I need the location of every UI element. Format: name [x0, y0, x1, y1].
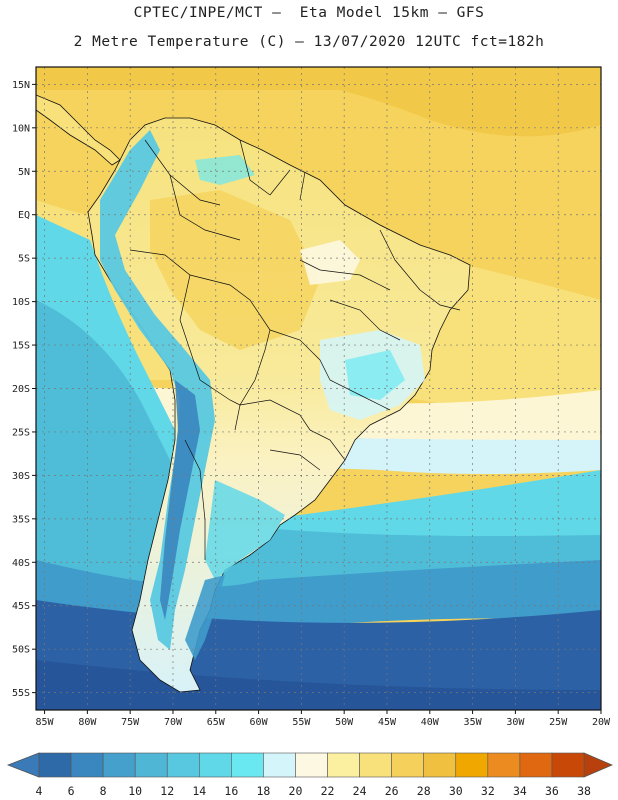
- colorbar-label: 4: [36, 784, 43, 798]
- lon-tick-label: 60W: [250, 717, 269, 728]
- colorbar-label: 16: [224, 784, 238, 798]
- colorbar-label: 14: [192, 784, 206, 798]
- lon-tick-label: 35W: [464, 717, 483, 728]
- country-borders: [129, 139, 461, 560]
- lat-tick-label: 10N: [12, 123, 30, 134]
- lon-tick-label: 30W: [506, 717, 525, 728]
- colorbar-swatch: [327, 752, 360, 778]
- lon-tick-label: 25W: [549, 717, 568, 728]
- lon-tick-label: 45W: [378, 717, 397, 728]
- lat-tick-label: 10S: [12, 297, 30, 308]
- lon-tick-label: 20W: [592, 717, 611, 728]
- colorbar-label: 34: [513, 784, 527, 798]
- lat-tick-label: 20S: [12, 384, 30, 395]
- lon-tick-label: 40W: [421, 717, 440, 728]
- colorbar-swatch: [551, 752, 585, 778]
- lon-tick-label: 85W: [36, 717, 55, 728]
- lat-tick-label: 5S: [18, 254, 30, 265]
- colorbar-swatch: [231, 752, 264, 778]
- lon-tick-label: 50W: [335, 717, 354, 728]
- colorbar-swatch: [423, 752, 457, 778]
- lon-tick-label: 75W: [121, 717, 140, 728]
- colorbar-swatch: [359, 752, 392, 778]
- lat-tick-label: 35S: [12, 514, 30, 525]
- colorbar-low-arrow: [6, 752, 40, 778]
- lat-tick-label: EQ: [18, 210, 30, 221]
- colorbar-label: 12: [160, 784, 174, 798]
- lat-tick-label: 15S: [12, 341, 30, 352]
- colorbar-swatch: [519, 752, 553, 778]
- lon-tick-label: 65W: [207, 717, 226, 728]
- lat-tick-label: 30S: [12, 471, 30, 482]
- lon-tick-label: 70W: [164, 717, 183, 728]
- lat-tick-label: 25S: [12, 427, 30, 438]
- lon-tick-label: 80W: [78, 717, 97, 728]
- lat-tick-label: 55S: [12, 688, 30, 699]
- colorbar: 4 6 8 10 12 14 16 18 20 22 24 26 28 30 32 34 36 38: [6, 752, 614, 798]
- colorbar-swatch: [70, 752, 104, 778]
- chart-title-line-2: 2 Metre Temperature (C) – 13/07/2020 12U…: [73, 34, 545, 50]
- lat-tick-label: 50S: [12, 645, 30, 656]
- colorbar-swatch: [102, 752, 136, 778]
- colorbar-label: 6: [68, 784, 75, 798]
- lat-tick-label: 15N: [12, 80, 30, 91]
- colorbar-swatch: [166, 752, 200, 778]
- colorbar-swatch: [263, 752, 296, 778]
- colorbar-label: 32: [481, 784, 495, 798]
- colorbar-label: 8: [100, 784, 107, 798]
- longitude-labels: 85W 80W 75W 70W 65W 60W 55W 50W 45W 40W 35W 30W 25W 2…: [36, 710, 611, 728]
- colorbar-swatch: [198, 752, 232, 778]
- colorbar-label: 20: [289, 784, 303, 798]
- colorbar-swatch: [391, 752, 425, 778]
- latitude-labels: 15N 10N 5N EQ 5S 10S 15S 20S 25S 30S 35S 40S 45S 50S 5…: [12, 80, 36, 699]
- colorbar-label: 28: [417, 784, 431, 798]
- lat-tick-label: 5N: [18, 167, 30, 178]
- colorbar-label: 18: [256, 784, 270, 798]
- lat-tick-label: 40S: [12, 558, 30, 569]
- colorbar-label: 26: [385, 784, 399, 798]
- colorbar-swatch: [134, 752, 168, 778]
- colorbar-label: 22: [321, 784, 335, 798]
- colorbar-label: 24: [353, 784, 367, 798]
- colorbar-label: 30: [449, 784, 463, 798]
- lon-tick-label: 55W: [292, 717, 311, 728]
- colorbar-label: 38: [577, 784, 591, 798]
- land-field: [36, 94, 471, 693]
- colorbar-label: 36: [545, 784, 559, 798]
- lat-tick-label: 45S: [12, 601, 30, 612]
- chart-title-line-1: CPTEC/INPE/MCT – Eta Model 15km – GFS: [133, 5, 485, 21]
- colorbar-label: 10: [128, 784, 142, 798]
- colorbar-high-arrow: [583, 752, 614, 778]
- colorbar-swatch: [455, 752, 489, 778]
- colorbar-swatch: [295, 752, 328, 778]
- colorbar-swatch: [487, 752, 521, 778]
- colorbar-swatch: [38, 752, 72, 778]
- lat-lon-grid: [36, 67, 601, 710]
